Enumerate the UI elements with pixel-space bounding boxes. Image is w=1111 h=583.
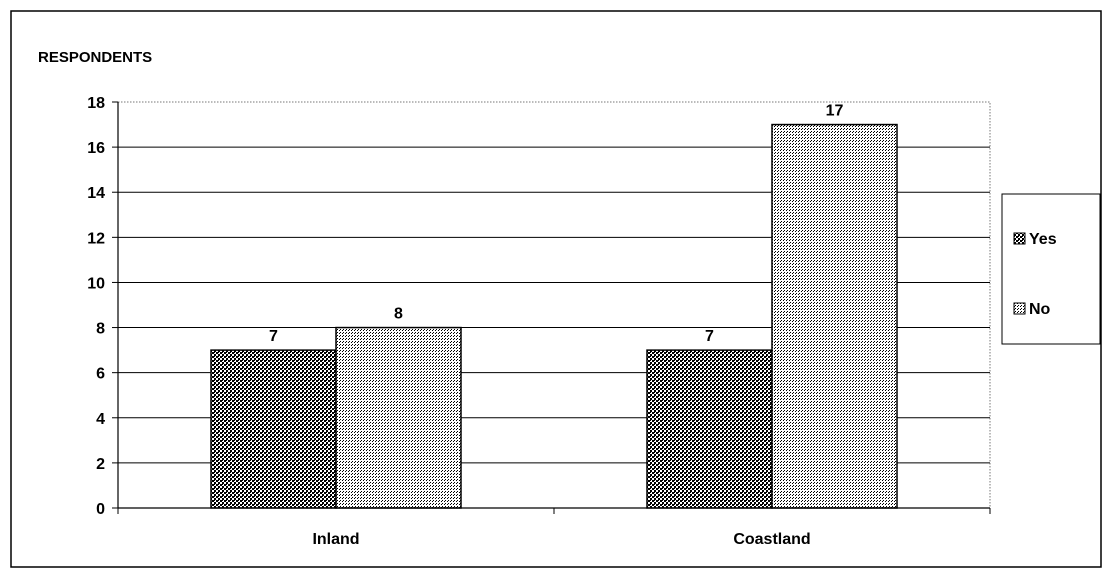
y-tick-label: 0: [96, 501, 105, 518]
y-tick-label: 6: [96, 366, 105, 383]
y-tick-label: 14: [87, 185, 105, 202]
bar-yes-coastland: [646, 349, 773, 509]
x-category-label: Coastland: [733, 531, 810, 548]
data-label-yes-coastland: 7: [705, 328, 714, 345]
legend-box: [1001, 193, 1101, 345]
data-label-no-coastland: 17: [826, 103, 844, 120]
y-tick-label: 10: [87, 275, 105, 292]
x-axis-categories: Inland Coastland: [117, 508, 991, 548]
y-tick-label: 16: [87, 140, 105, 157]
y-tick-label: 2: [96, 456, 105, 473]
bar-no-coastland: [771, 123, 898, 509]
y-axis-title: RESPONDENTS: [38, 49, 152, 66]
y-tick-label: 12: [87, 230, 105, 247]
x-category-label: Inland: [312, 531, 359, 548]
bars: [210, 123, 898, 509]
y-tick-label: 8: [96, 321, 105, 338]
legend-swatch-no: [1013, 302, 1026, 315]
legend-label-no: No: [1029, 301, 1051, 318]
y-tick-label: 18: [87, 95, 105, 112]
y-axis-ticks: 0 2 4 6 8 10 12 14 16 18: [87, 95, 118, 518]
bar-yes-inland: [210, 349, 337, 509]
y-tick-label: 4: [96, 411, 105, 428]
bar-no-inland: [335, 326, 462, 509]
legend-label-yes: Yes: [1029, 231, 1057, 248]
data-label-no-inland: 8: [394, 306, 403, 323]
legend: Yes No: [1001, 193, 1101, 345]
legend-swatch-yes: [1013, 232, 1026, 245]
data-label-yes-inland: 7: [269, 328, 278, 345]
data-labels: 7 8 7 17: [269, 103, 843, 346]
